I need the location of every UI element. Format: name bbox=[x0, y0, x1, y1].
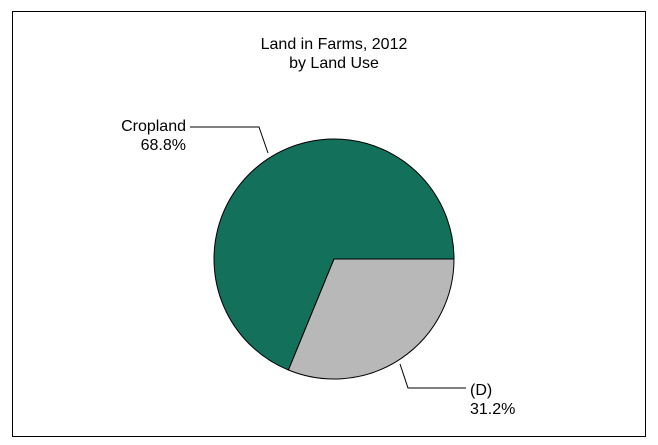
slice-label-d-value: 31.2% bbox=[470, 401, 515, 418]
slice-label-d-name: (D) bbox=[470, 382, 492, 399]
slice-label-cropland-name: Cropland bbox=[121, 118, 186, 135]
pie-slice-d bbox=[287, 258, 455, 380]
leader-line-cropland bbox=[190, 126, 269, 154]
leader-lines bbox=[190, 126, 466, 389]
chart-subtitle: by Land Use bbox=[289, 55, 379, 72]
pie-slices bbox=[213, 138, 455, 380]
leader-line-d bbox=[399, 363, 466, 389]
chart-title: Land in Farms, 2012 bbox=[261, 36, 408, 53]
slice-label-cropland-value: 68.8% bbox=[141, 137, 186, 154]
pie-slice-cropland bbox=[213, 138, 455, 371]
